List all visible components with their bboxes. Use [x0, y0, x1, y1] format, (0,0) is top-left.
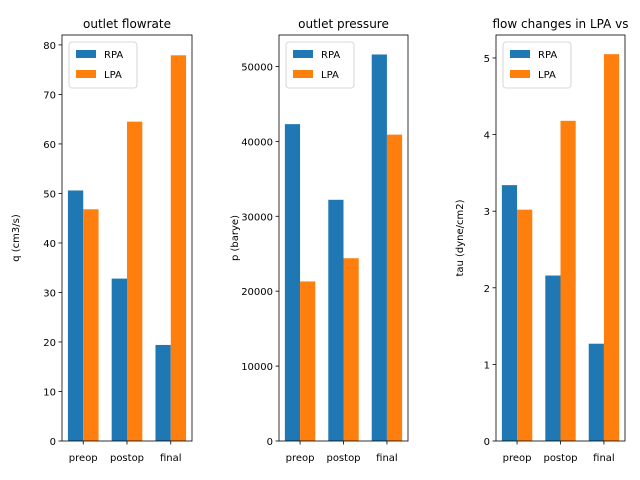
y-tick-label: 50000	[241, 62, 273, 73]
chart-title: flow changes in LPA vs	[492, 17, 628, 31]
legend-swatch-lpa	[510, 70, 530, 78]
bar-lpa-final	[603, 54, 620, 442]
bar-lpa-final	[170, 55, 187, 442]
y-tick-label: 60	[43, 140, 56, 151]
legend-label-lpa: LPA	[104, 70, 122, 81]
y-tick-label: 0	[484, 437, 490, 448]
chart-panel-2: 0 1 2 3 4 5 preop postop final flow changes in LP…	[455, 17, 629, 464]
y-tick-label: 30000	[241, 212, 273, 223]
x-tick-label: preop	[503, 453, 532, 464]
legend: RPA LPA	[502, 41, 572, 89]
y-tick-label: 1	[484, 360, 490, 371]
legend-swatch-rpa	[510, 50, 530, 58]
y-axis-label: tau (dyne/cm2)	[455, 199, 466, 276]
legend-label-rpa: RPA	[538, 50, 557, 61]
chart-panel-0: 0 10 20 30 40 50 60 70 80 preop postop final outlet …	[11, 17, 193, 464]
x-tick-label: final	[376, 453, 398, 464]
legend-label-rpa: RPA	[104, 50, 123, 61]
legend-label-rpa: RPA	[321, 50, 340, 61]
bar-rpa-postop	[328, 199, 344, 441]
bar-lpa-preop	[300, 281, 316, 441]
bar-lpa-final	[386, 134, 403, 441]
bar-lpa-preop	[517, 209, 533, 441]
bar-lpa-preop	[83, 209, 99, 441]
legend-swatch-rpa	[76, 50, 96, 58]
bar-rpa-final	[155, 344, 171, 441]
legend-swatch-lpa	[293, 70, 313, 78]
x-tick-label: preop	[286, 453, 315, 464]
x-tick-label: final	[160, 453, 182, 464]
y-tick-label: 0	[267, 437, 273, 448]
y-tick-label: 4	[484, 131, 490, 142]
y-tick-label: 80	[43, 41, 56, 52]
chart-title: outlet pressure	[298, 17, 389, 31]
x-tick-label: postop	[543, 453, 577, 464]
bar-rpa-preop	[67, 190, 84, 441]
y-tick-label: 30	[43, 288, 56, 299]
bar-lpa-postop	[127, 121, 143, 442]
y-tick-label: 5	[484, 54, 490, 65]
x-tick-label: preop	[69, 453, 98, 464]
bar-lpa-postop	[343, 258, 359, 441]
y-tick-label: 2	[484, 284, 490, 295]
legend-box	[285, 41, 355, 89]
legend: RPA LPA	[68, 41, 138, 89]
bar-rpa-final	[588, 343, 604, 441]
legend-label-lpa: LPA	[538, 70, 556, 81]
bar-rpa-final	[371, 54, 387, 441]
legend-box	[68, 41, 138, 89]
y-tick-label: 70	[43, 90, 56, 101]
y-tick-label: 10	[43, 387, 56, 398]
chart-title: outlet flowrate	[83, 17, 171, 31]
y-axis-label: q (cm3/s)	[11, 214, 22, 262]
y-tick-label: 20	[43, 338, 56, 349]
legend-swatch-lpa	[76, 70, 96, 78]
y-tick-label: 40	[43, 239, 56, 250]
legend-box	[502, 41, 572, 89]
y-tick-label: 3	[484, 207, 490, 218]
y-tick-label: 40000	[241, 137, 273, 148]
y-tick-label: 20000	[241, 287, 273, 298]
y-tick-label: 10000	[241, 362, 273, 373]
y-axis-label: p (barye)	[230, 215, 241, 261]
legend-label-lpa: LPA	[321, 70, 339, 81]
bar-rpa-postop	[111, 278, 127, 441]
y-tick-label: 50	[43, 189, 56, 200]
y-tick-label: 0	[50, 437, 56, 448]
bar-rpa-postop	[545, 275, 561, 441]
bar-lpa-postop	[560, 120, 576, 442]
x-tick-label: postop	[326, 453, 360, 464]
bar-rpa-preop	[501, 185, 518, 441]
x-tick-label: postop	[110, 453, 144, 464]
chart-panel-1: 0 10000 20000 30000 40000 50000 preop postop fin…	[230, 17, 409, 464]
legend-swatch-rpa	[293, 50, 313, 58]
bar-rpa-preop	[284, 124, 301, 441]
x-tick-label: final	[593, 453, 615, 464]
legend: RPA LPA	[285, 41, 355, 89]
